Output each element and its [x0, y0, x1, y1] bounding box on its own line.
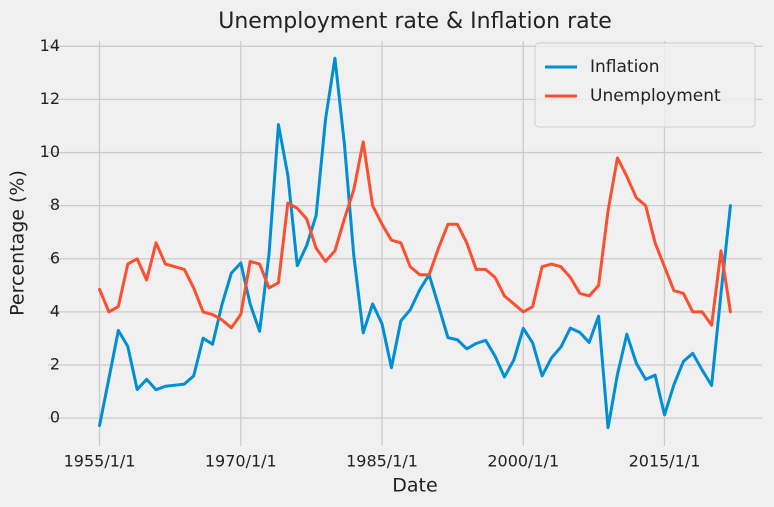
y-tick-label: 6	[50, 248, 60, 267]
x-tick-label: 1970/1/1	[205, 452, 277, 471]
y-tick-label: 2	[50, 355, 60, 374]
line-series	[98, 56, 732, 430]
chart-title: Unemployment rate & Inflation rate	[218, 9, 612, 34]
grid	[48, 41, 762, 446]
y-tick-label: 14	[40, 36, 60, 55]
x-axis-label: Date	[392, 475, 437, 497]
y-axis-label: Percentage (%)	[7, 170, 29, 316]
y-tick-label: 12	[40, 89, 60, 108]
legend-box	[534, 42, 756, 128]
x-tick-label: 1955/1/1	[64, 452, 136, 471]
y-tick-label: 0	[50, 408, 60, 427]
legend: Inflation Unemployment	[534, 42, 756, 128]
x-tick-label: 2015/1/1	[629, 452, 701, 471]
y-tick-label: 4	[50, 301, 60, 320]
x-tick-label: 1985/1/1	[346, 452, 418, 471]
y-tick-label: 10	[40, 142, 60, 161]
legend-label: Inflation	[590, 57, 659, 77]
legend-label: Unemployment	[590, 86, 721, 106]
line-series	[98, 140, 732, 330]
x-tick-label: 2000/1/1	[487, 452, 559, 471]
y-tick-label: 8	[50, 195, 60, 214]
